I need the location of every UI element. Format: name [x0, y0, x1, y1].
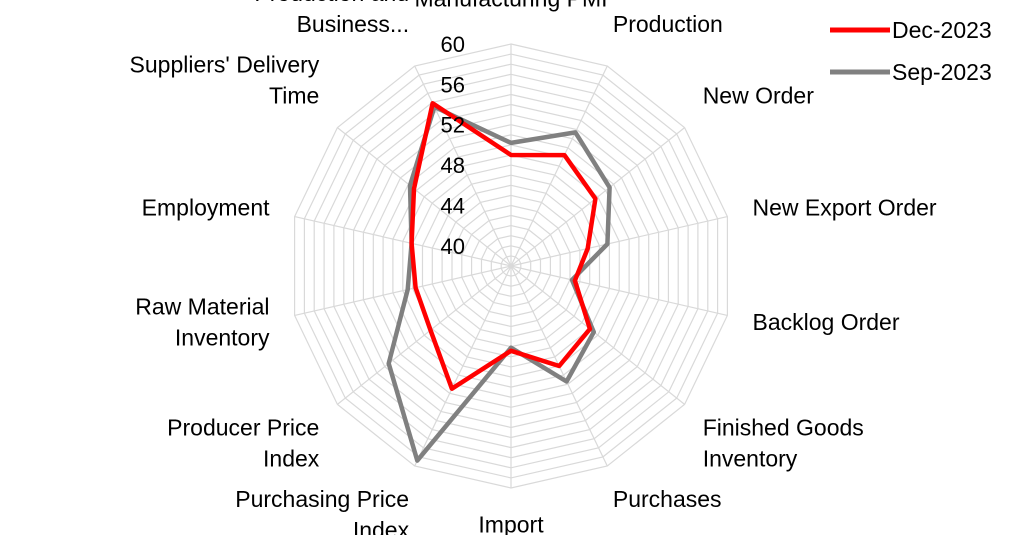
- grid-spoke: [337, 127, 512, 267]
- category-label: Raw Material Inventory: [135, 294, 270, 351]
- category-label: Finished Goods Inventory: [703, 415, 864, 472]
- radar-grid: [294, 43, 729, 489]
- tick-label: 48: [441, 153, 465, 178]
- radial-tick-labels: 40 44 48 52 56 60: [441, 32, 465, 259]
- grid-spoke: [414, 65, 512, 267]
- category-label: Purchases: [613, 486, 722, 512]
- category-label: Suppliers' Delivery Time: [130, 51, 320, 108]
- category-label: Producer Price Index: [167, 415, 320, 472]
- grid-spoke: [414, 265, 512, 467]
- category-label: Production: [613, 11, 723, 37]
- category-label: Backlog Order: [753, 309, 900, 335]
- series-line-dec-2023: [409, 101, 598, 391]
- tick-label: 60: [441, 32, 465, 57]
- category-label: New Export Order: [753, 194, 937, 220]
- radar-series: [386, 101, 612, 463]
- series-line-sep-2023: [386, 104, 612, 463]
- grid-spoke: [510, 265, 685, 405]
- category-label: Import: [478, 512, 544, 535]
- tick-label: 40: [441, 234, 465, 259]
- tick-label: 44: [441, 194, 465, 219]
- legend-label: Dec-2023: [892, 17, 992, 43]
- grid-spoke: [510, 127, 685, 267]
- grid-spoke: [337, 265, 512, 405]
- grid-spoke: [294, 216, 512, 267]
- category-label: Employment: [142, 194, 270, 220]
- category-label: Production andBusiness...: [254, 0, 409, 37]
- tick-label: 52: [441, 113, 465, 138]
- category-labels: Manufacturing PMI Production New Order New …: [130, 0, 937, 535]
- category-label: Purchasing Price Index: [235, 486, 409, 535]
- tick-label: 56: [441, 72, 465, 97]
- grid-spoke: [510, 65, 608, 267]
- grid-spoke: [510, 265, 728, 316]
- legend: Dec-2023 Sep-2023: [830, 17, 992, 85]
- legend-label: Sep-2023: [892, 59, 992, 85]
- grid-spoke: [510, 216, 728, 267]
- grid-spoke: [294, 265, 512, 316]
- category-label: New Order: [703, 82, 815, 108]
- category-label: Manufacturing PMI: [414, 0, 607, 11]
